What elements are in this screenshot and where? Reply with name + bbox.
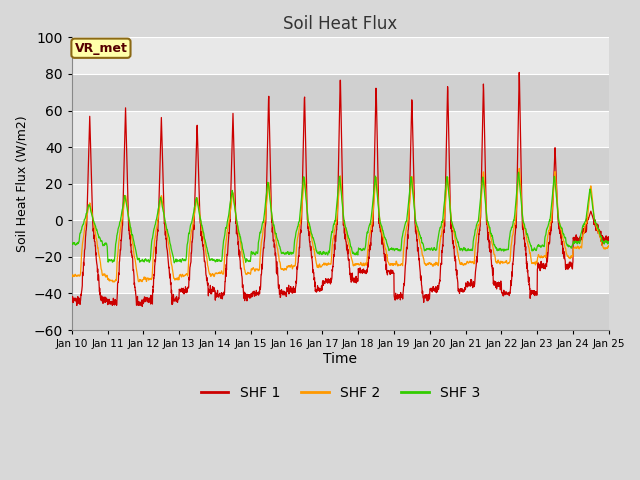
Bar bbox=[72, 37, 609, 74]
X-axis label: Time: Time bbox=[323, 352, 357, 366]
Bar bbox=[72, 74, 609, 110]
Bar bbox=[72, 110, 609, 147]
Bar bbox=[72, 184, 609, 220]
Bar bbox=[72, 220, 609, 257]
Text: VR_met: VR_met bbox=[74, 42, 127, 55]
Legend: SHF 1, SHF 2, SHF 3: SHF 1, SHF 2, SHF 3 bbox=[195, 380, 486, 405]
Bar bbox=[72, 257, 609, 293]
Y-axis label: Soil Heat Flux (W/m2): Soil Heat Flux (W/m2) bbox=[15, 115, 28, 252]
Bar bbox=[72, 147, 609, 184]
Title: Soil Heat Flux: Soil Heat Flux bbox=[283, 15, 397, 33]
Bar bbox=[72, 293, 609, 330]
